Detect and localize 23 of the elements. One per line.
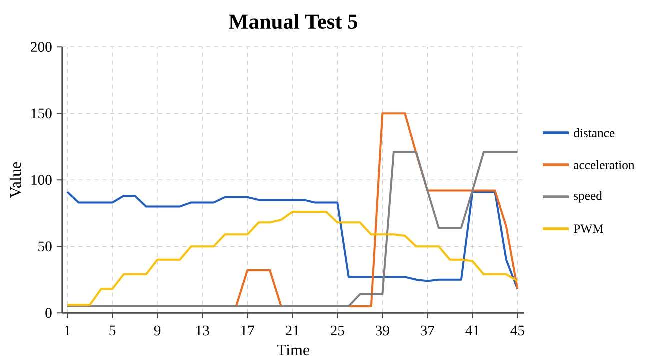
y-tick-label: 50 <box>38 242 52 252</box>
legend-label: speed <box>574 191 602 203</box>
x-tick-label: 21 <box>286 326 300 336</box>
legend-label: acceleration <box>574 160 635 170</box>
legend-label: distance <box>574 128 615 138</box>
legend-label: PWM <box>574 224 604 234</box>
y-axis-title: Value <box>10 162 22 198</box>
x-tick-label: 45 <box>510 326 524 336</box>
x-tick-label: 17 <box>242 326 254 336</box>
x-tick-label: 39 <box>376 326 390 336</box>
x-tick-label: 25 <box>330 326 344 336</box>
y-tick-label: 0 <box>46 308 52 318</box>
x-tick-label: 9 <box>154 326 161 336</box>
x-tick-label: 13 <box>196 326 210 336</box>
y-tick-label: 200 <box>31 42 52 52</box>
y-tick-label: 150 <box>32 108 52 119</box>
x-tick-label: 37 <box>421 326 435 336</box>
x-tick-label: 5 <box>110 326 116 336</box>
x-tick-label: 1 <box>65 326 70 336</box>
x-tick-label: 41 <box>466 326 480 336</box>
chart-title: Manual Test 5 <box>229 14 358 30</box>
x-axis-title: Time <box>277 344 310 356</box>
y-tick-label: 100 <box>32 175 52 186</box>
